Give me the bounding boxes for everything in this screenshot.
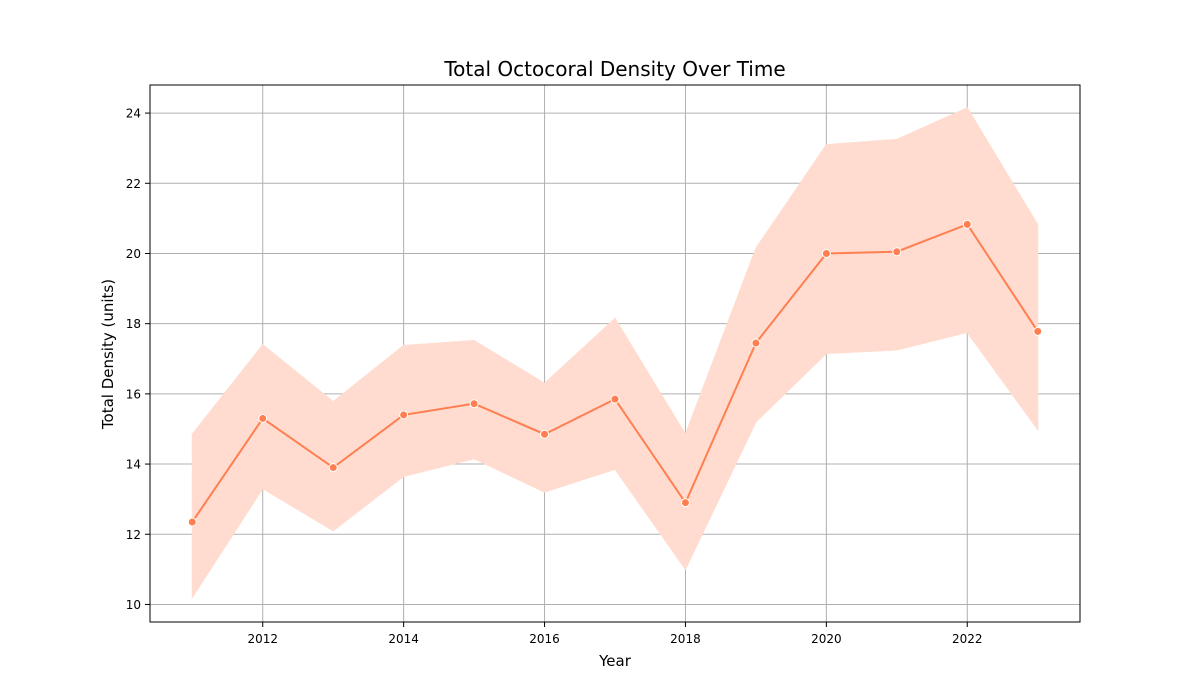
y-axis-ticks: 10 12 14 16 18 20 22 24 <box>126 107 150 612</box>
data-point <box>399 410 409 420</box>
y-tick-label: 16 <box>126 387 141 401</box>
plot-frame <box>149 84 1081 623</box>
x-tick-label: 2014 <box>388 632 419 646</box>
data-point <box>892 247 902 257</box>
y-tick-label: 22 <box>126 177 141 191</box>
data-points <box>187 219 1043 527</box>
confidence-band <box>191 107 1039 600</box>
y-tick-label: 10 <box>126 598 141 612</box>
y-tick-label: 14 <box>126 458 141 472</box>
x-tick-label: 2016 <box>529 632 560 646</box>
x-tick-label: 2022 <box>952 632 983 646</box>
data-point <box>540 429 550 439</box>
x-tick-label: 2020 <box>811 632 842 646</box>
data-point <box>1033 326 1043 336</box>
data-point <box>258 413 268 423</box>
y-tick-label: 18 <box>126 317 141 331</box>
x-tick-label: 2012 <box>247 632 278 646</box>
y-tick-label: 20 <box>126 247 141 261</box>
data-point <box>962 219 972 229</box>
data-point <box>680 498 690 508</box>
data-point <box>751 338 761 348</box>
y-tick-label: 12 <box>126 528 141 542</box>
data-point <box>187 517 197 527</box>
y-axis-label: Total Density (units) <box>99 279 117 430</box>
x-tick-label: 2018 <box>670 632 701 646</box>
data-point <box>469 399 479 409</box>
x-axis-ticks: 2012 2014 2016 2018 2020 2022 <box>247 622 983 646</box>
data-point <box>610 394 620 404</box>
data-point <box>328 463 338 473</box>
y-tick-label: 24 <box>126 107 141 121</box>
x-axis-label: Year <box>598 652 632 670</box>
chart-title: Total Octocoral Density Over Time <box>443 57 785 81</box>
data-point <box>821 248 831 258</box>
